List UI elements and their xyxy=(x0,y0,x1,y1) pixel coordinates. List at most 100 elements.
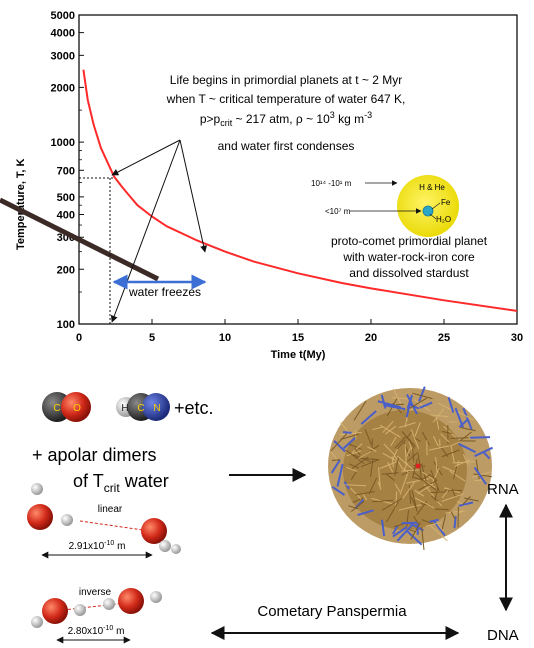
rna-backbone-strand xyxy=(414,497,435,509)
dimers-line1: + apolar dimers xyxy=(32,445,157,465)
rna-backbone-strand xyxy=(454,459,471,467)
planet-outer-size-label: 10¹⁴ -10¹ m xyxy=(311,179,352,188)
etc-label: +etc. xyxy=(174,398,214,418)
rna-backbone-strand xyxy=(428,445,450,451)
rna-base-strand xyxy=(360,410,377,425)
rna-backbone-strand xyxy=(346,450,362,457)
rna-backbone-strand xyxy=(435,457,438,473)
rna-backbone-strand xyxy=(437,524,444,532)
rna-base-strand xyxy=(419,401,433,409)
linear-bond-dashed xyxy=(79,520,151,532)
rna-center-dot xyxy=(415,463,421,469)
rna-backbone-strand xyxy=(355,491,375,496)
rna-backbone-strand xyxy=(364,429,372,445)
rna-base-strand xyxy=(418,386,426,402)
rna-backbone-strand xyxy=(399,473,408,495)
planet-inner-size-label: <10⁷ m xyxy=(325,207,351,216)
linear-label: linear xyxy=(98,504,123,515)
rna-backbone-strand xyxy=(396,439,406,450)
rna-backbone-strand xyxy=(412,458,418,479)
rna-backbone-strand xyxy=(350,501,365,512)
rna-backbone-strand xyxy=(406,447,412,457)
rna-backbone-strand xyxy=(414,399,431,412)
rna-backbone-strand xyxy=(348,443,362,450)
rna-backbone-strand xyxy=(464,497,479,502)
rna-backbone-strand xyxy=(434,487,439,501)
rna-backbone-strand xyxy=(398,504,422,511)
dna-label: DNA xyxy=(487,627,519,644)
rna-backbone-strand xyxy=(345,484,367,487)
annotation-arrow-2 xyxy=(179,139,208,253)
co-oxygen-symbol: O xyxy=(73,403,81,414)
rna-backbone-strand xyxy=(352,497,364,503)
rna-backbone-strand xyxy=(430,469,440,492)
hcn-carbon-symbol: C xyxy=(137,403,144,414)
co-oxygen-atom xyxy=(61,392,91,422)
hcn-molecule: H C N xyxy=(116,393,170,421)
rna-backbone-strand xyxy=(356,450,372,460)
life-annotation-line1: Life begins in primordial planets at t ~… xyxy=(170,73,402,87)
rna-backbone-strand xyxy=(412,392,433,400)
rna-backbone-strand xyxy=(462,496,471,506)
hcn-hydrogen-symbol: H xyxy=(121,403,128,414)
rna-backbone-strand xyxy=(444,489,463,492)
x-axis: 0 5 10 15 20 25 30 xyxy=(76,319,523,344)
rna-base-strand xyxy=(392,526,408,538)
rna-backbone-strand xyxy=(367,446,377,452)
rna-backbone-strand xyxy=(406,397,428,411)
rna-backbone-strand xyxy=(353,400,367,421)
rna-base-strand xyxy=(458,418,469,428)
rna-base-strand xyxy=(406,530,423,546)
rna-backbone-strand xyxy=(392,447,399,461)
rna-backbone-strand xyxy=(378,467,381,487)
y-tick-label: 2000 xyxy=(51,82,75,94)
planet-h2o-pointer xyxy=(429,213,437,220)
rna-backbone-strand xyxy=(408,440,414,453)
rna-base-strand xyxy=(343,481,350,490)
planet-caption-line1: proto-comet primordial planet xyxy=(331,234,488,248)
annotation-arrow-1 xyxy=(111,139,181,176)
rna-base-strand xyxy=(453,516,457,529)
rna-backbone-strand xyxy=(445,510,464,514)
rna-backbone-strand xyxy=(395,403,404,406)
y-axis-label: Temperature, T, K xyxy=(15,158,27,250)
inverse-water-dimer: inverse 2.80x10-10 m xyxy=(31,587,162,644)
rna-backbone-strand xyxy=(433,461,443,476)
rna-texture xyxy=(330,386,494,551)
life-annotation-line3: p>pcrit ~ 217 atm, ρ ~ 103 kg m-3 xyxy=(200,110,372,128)
rna-backbone-strand xyxy=(425,521,442,527)
rna-backbone-strand xyxy=(391,397,409,400)
x-axis-label: Time t(My) xyxy=(271,349,326,361)
water-freezes-label: water freezes xyxy=(128,285,201,299)
rna-backbone-strand xyxy=(351,456,369,470)
rna-base-strand xyxy=(458,442,477,453)
annotation-arrow-3 xyxy=(110,139,181,323)
series-layer xyxy=(82,69,518,312)
rna-base-strand xyxy=(458,501,474,507)
rna-base-strand xyxy=(331,485,346,496)
x-tick-label: 5 xyxy=(149,332,155,344)
planet-fe-pointer xyxy=(431,202,441,210)
rna-backbone-strand xyxy=(387,461,394,473)
rna-backbone-strand xyxy=(412,448,415,462)
rna-backbone-strand xyxy=(473,473,493,478)
rna-backbone-strand xyxy=(372,499,394,503)
brown-cooling-line xyxy=(0,197,160,282)
rna-backbone-strand xyxy=(390,436,397,447)
y-tick-label: 3000 xyxy=(51,50,75,62)
linear-h-atom-3 xyxy=(159,540,171,552)
rna-backbone-strand xyxy=(380,424,401,438)
rna-backbone-strand xyxy=(421,465,428,484)
inverse-h-atom-3 xyxy=(103,598,115,610)
rna-structure xyxy=(328,386,494,551)
rna-base-strand xyxy=(474,446,494,458)
rna-backbone-strand xyxy=(391,456,394,468)
rna-backbone-strand xyxy=(370,458,374,477)
rna-backbone-strand xyxy=(421,526,425,551)
rna-backbone-strand xyxy=(382,452,397,462)
hcn-nitrogen-symbol: N xyxy=(153,403,160,414)
x-tick-label: 20 xyxy=(365,332,377,344)
rna-base-strand xyxy=(336,463,344,487)
